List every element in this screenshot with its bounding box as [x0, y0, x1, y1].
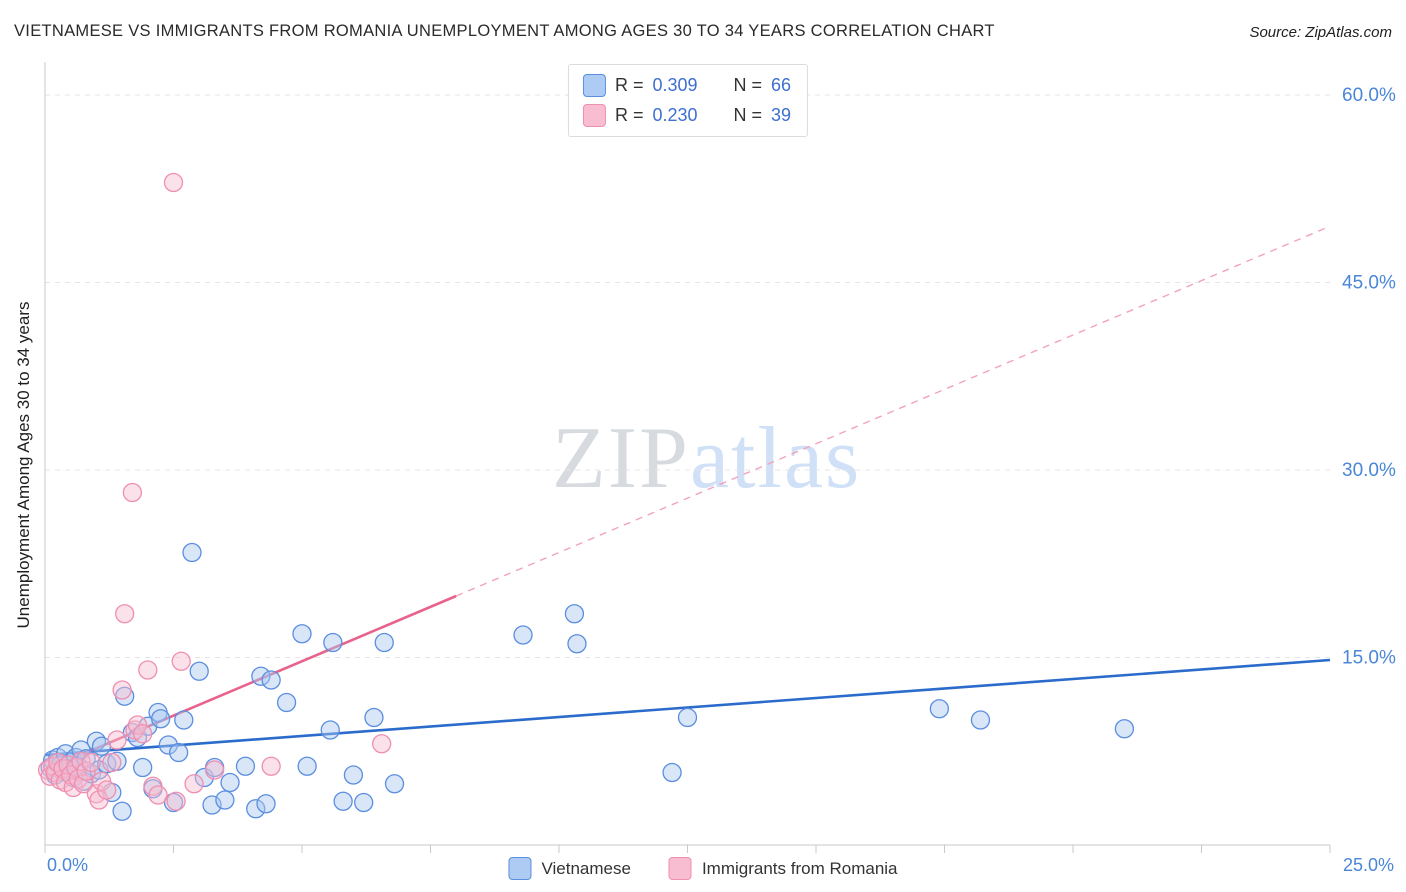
data-point-vietnamese: [323, 632, 343, 653]
y-tick-label: 60.0%: [1342, 85, 1396, 106]
series-legend-label: Immigrants from Romania: [701, 858, 898, 878]
series-legend-item-vietnamese: Vietnamese: [508, 857, 631, 880]
x-tick-label: 0.0%: [47, 855, 88, 875]
data-point-vietnamese: [929, 699, 950, 719]
trend-line-romania: [44, 594, 457, 772]
watermark: ZIPatlas: [552, 408, 861, 509]
data-point-vietnamese: [320, 720, 340, 740]
watermark-zip: ZIP: [552, 410, 690, 507]
n-label: N =: [733, 75, 763, 95]
data-point-vietnamese: [150, 709, 171, 729]
data-point-vietnamese: [194, 767, 214, 788]
data-point-romania: [372, 734, 392, 754]
data-point-romania: [115, 604, 135, 624]
source-attribution: Source: ZipAtlas.com: [1249, 24, 1392, 41]
data-point-vietnamese: [215, 790, 235, 810]
data-point-romania: [81, 752, 101, 773]
vietnamese-swatch-icon: [508, 857, 532, 880]
data-point-vietnamese: [276, 692, 297, 713]
data-point-romania: [166, 791, 186, 811]
data-point-vietnamese: [970, 710, 991, 730]
data-point-vietnamese: [662, 762, 682, 783]
romania-swatch-icon: [668, 857, 692, 880]
data-point-romania: [107, 730, 127, 750]
r-value: 0.230: [652, 105, 698, 125]
data-point-romania: [102, 752, 122, 773]
data-point-vietnamese: [513, 625, 533, 645]
series-legend-item-romania: Immigrants from Romania: [668, 857, 898, 880]
stats-legend-row-romania: R = 0.230 N = 39: [582, 104, 792, 127]
data-point-vietnamese: [564, 604, 585, 624]
data-point-vietnamese: [364, 707, 384, 728]
page-title: VIETNAMESE VS IMMIGRANTS FROM ROMANIA UN…: [14, 22, 995, 40]
data-point-vietnamese: [297, 756, 317, 776]
n-value: 39: [771, 105, 792, 125]
data-point-romania: [171, 651, 191, 671]
trend-line-dashed-romania: [455, 225, 1331, 597]
x-tick-label: 25.0%: [1343, 855, 1394, 875]
data-point-romania: [184, 774, 204, 794]
data-point-vietnamese: [1114, 719, 1135, 739]
data-point-vietnamese: [112, 801, 132, 821]
vietnamese-swatch-icon: [582, 74, 606, 97]
series-legend: Vietnamese Immigrants from Romania: [508, 857, 898, 880]
data-point-vietnamese: [261, 670, 281, 690]
data-point-vietnamese: [374, 632, 394, 653]
series-legend-label: Vietnamese: [541, 858, 631, 878]
data-point-vietnamese: [677, 707, 698, 728]
y-tick-label: 45.0%: [1342, 273, 1396, 294]
n-label: N =: [733, 105, 763, 125]
data-point-romania: [163, 172, 184, 193]
data-point-vietnamese: [133, 757, 153, 778]
y-tick-label: 30.0%: [1342, 460, 1396, 481]
stats-legend-row-vietnamese: R = 0.309 N = 66: [582, 74, 792, 97]
data-point-romania: [148, 785, 168, 805]
r-label: R =: [614, 105, 644, 125]
data-point-vietnamese: [343, 765, 364, 785]
r-label: R =: [614, 75, 644, 95]
n-value: 66: [771, 75, 792, 95]
data-point-vietnamese: [333, 791, 353, 811]
data-point-vietnamese: [292, 624, 312, 644]
data-point-romania: [138, 660, 158, 680]
watermark-atlas: atlas: [690, 410, 862, 507]
data-point-vietnamese: [220, 772, 240, 793]
data-point-vietnamese: [168, 742, 189, 763]
data-point-romania: [133, 724, 153, 744]
data-point-romania: [71, 751, 91, 771]
data-point-vietnamese: [354, 792, 374, 813]
data-point-vietnamese: [256, 794, 276, 814]
data-point-vietnamese: [235, 756, 256, 776]
r-value: 0.309: [652, 75, 698, 95]
data-point-romania: [66, 757, 86, 778]
data-point-vietnamese: [246, 799, 266, 819]
data-point-romania: [89, 790, 109, 810]
romania-swatch-icon: [582, 104, 606, 127]
data-point-vietnamese: [384, 774, 405, 794]
y-tick-label: 15.0%: [1342, 648, 1396, 669]
data-point-romania: [97, 780, 117, 800]
data-point-romania: [204, 760, 225, 780]
trend-line-vietnamese: [44, 658, 1331, 757]
data-point-vietnamese: [174, 710, 194, 730]
stats-legend: R = 0.309 N = 66 R = 0.230 N = 39: [567, 64, 809, 137]
data-point-romania: [261, 756, 281, 776]
data-point-vietnamese: [567, 634, 587, 654]
data-point-vietnamese: [189, 661, 209, 681]
data-point-romania: [112, 680, 132, 700]
data-point-vietnamese: [251, 666, 271, 686]
data-point-vietnamese: [182, 542, 202, 563]
data-point-romania: [122, 482, 143, 503]
data-point-vietnamese: [158, 735, 179, 755]
